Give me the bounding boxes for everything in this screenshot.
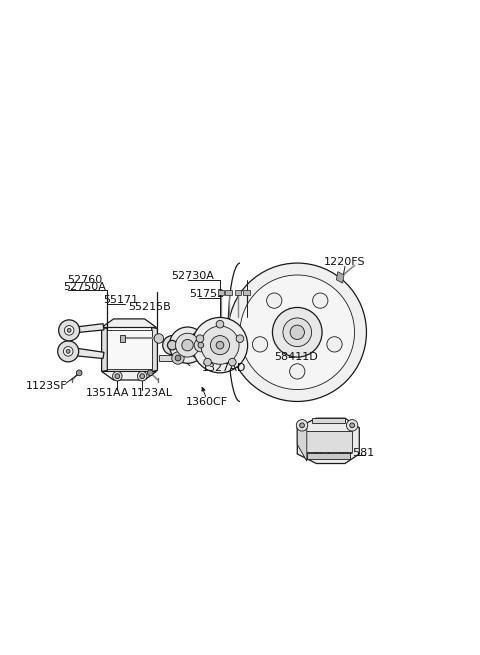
Circle shape (194, 339, 207, 352)
Text: 55171: 55171 (103, 295, 138, 305)
Circle shape (58, 341, 79, 362)
Polygon shape (297, 425, 307, 461)
Text: 52760: 52760 (67, 275, 103, 285)
Circle shape (154, 333, 164, 343)
Polygon shape (243, 290, 250, 295)
Circle shape (252, 337, 268, 352)
Circle shape (216, 341, 224, 349)
Polygon shape (336, 272, 344, 283)
Text: 1327AD: 1327AD (202, 363, 246, 373)
Circle shape (312, 293, 328, 309)
Circle shape (289, 364, 305, 379)
Text: 1360CF: 1360CF (186, 398, 228, 407)
Circle shape (300, 423, 304, 428)
Circle shape (327, 337, 342, 352)
Circle shape (188, 332, 214, 358)
Circle shape (236, 335, 244, 343)
Circle shape (240, 275, 355, 390)
Circle shape (266, 293, 282, 309)
Polygon shape (235, 290, 241, 295)
Text: 52750A: 52750A (63, 282, 107, 292)
Circle shape (140, 374, 144, 379)
Circle shape (172, 352, 184, 364)
Text: 55215B: 55215B (128, 303, 171, 312)
Circle shape (147, 370, 153, 376)
Circle shape (296, 420, 308, 431)
Circle shape (163, 335, 182, 355)
Circle shape (59, 320, 80, 341)
Polygon shape (152, 328, 157, 371)
Circle shape (115, 374, 120, 379)
Circle shape (113, 371, 122, 381)
Polygon shape (307, 453, 350, 458)
Text: 1123AL: 1123AL (131, 388, 173, 398)
Polygon shape (71, 324, 104, 333)
Text: 52730A: 52730A (171, 271, 214, 281)
Circle shape (67, 328, 71, 332)
Text: 58411D: 58411D (274, 352, 318, 362)
Polygon shape (225, 290, 232, 295)
Circle shape (201, 326, 239, 364)
Circle shape (76, 370, 82, 376)
Circle shape (196, 335, 204, 343)
Polygon shape (159, 355, 178, 361)
Circle shape (137, 371, 147, 381)
Circle shape (210, 335, 229, 355)
Polygon shape (102, 319, 156, 328)
Circle shape (64, 326, 74, 335)
Circle shape (347, 420, 358, 431)
Polygon shape (304, 431, 352, 451)
Circle shape (290, 325, 304, 339)
Polygon shape (238, 338, 270, 352)
Circle shape (198, 343, 204, 348)
Circle shape (350, 423, 355, 428)
Circle shape (192, 318, 248, 373)
Polygon shape (108, 330, 152, 369)
Polygon shape (120, 335, 124, 342)
Text: REF.58-581: REF.58-581 (313, 447, 375, 458)
Circle shape (273, 307, 322, 357)
Circle shape (182, 339, 193, 351)
Circle shape (228, 263, 366, 402)
Circle shape (63, 346, 73, 356)
Circle shape (216, 320, 224, 328)
Circle shape (169, 327, 205, 364)
Text: 51752: 51752 (189, 289, 224, 299)
Polygon shape (217, 290, 224, 295)
Polygon shape (70, 348, 104, 358)
Circle shape (283, 318, 312, 346)
Polygon shape (102, 328, 108, 371)
Circle shape (66, 350, 70, 353)
Circle shape (168, 341, 177, 350)
Polygon shape (102, 371, 156, 380)
Polygon shape (297, 418, 360, 464)
Polygon shape (312, 418, 345, 423)
Circle shape (228, 358, 236, 366)
Circle shape (175, 355, 181, 361)
Text: 1351AA: 1351AA (85, 388, 129, 398)
Text: 1220FS: 1220FS (324, 257, 366, 267)
Circle shape (204, 358, 211, 366)
Circle shape (176, 333, 199, 357)
Text: 1123SF: 1123SF (26, 381, 68, 391)
